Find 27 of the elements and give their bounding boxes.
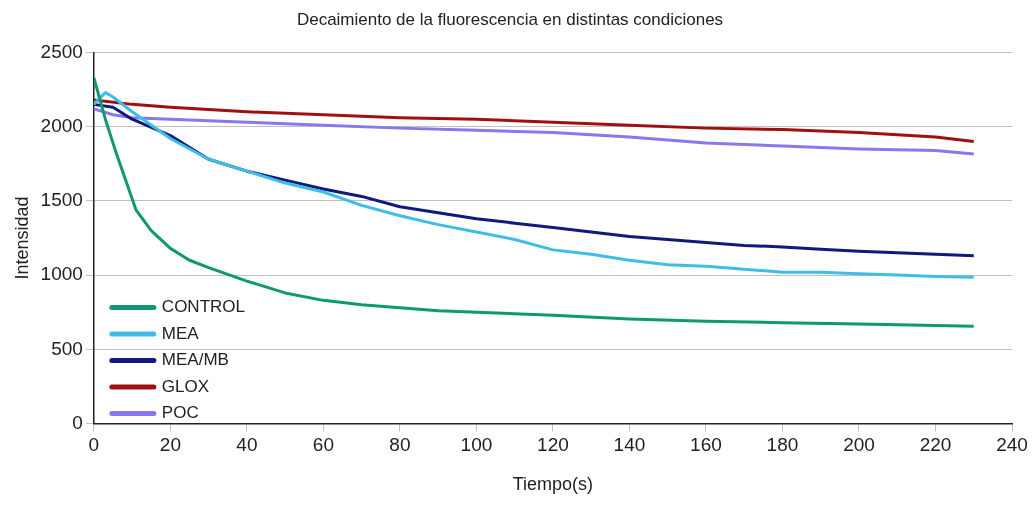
y-axis-title: Intensidad	[11, 196, 32, 280]
x-tick-label: 140	[613, 434, 646, 456]
x-tick-label: 40	[236, 434, 258, 456]
y-tick-label: 1000	[40, 263, 83, 285]
y-tick-label: 1500	[40, 189, 83, 211]
x-tick-label: 200	[843, 434, 875, 456]
y-tick-label: 0	[72, 411, 83, 433]
legend-label: CONTROL	[161, 297, 245, 317]
y-tick-label: 2000	[40, 114, 83, 136]
legend-label: MEA/MB	[161, 350, 229, 370]
legend-label: MEA	[161, 323, 200, 343]
y-tick-label: 2500	[40, 40, 83, 62]
x-tick-label: 220	[919, 434, 952, 456]
legend-label: GLOX	[161, 376, 210, 396]
x-tick-label: 120	[537, 434, 569, 456]
y-tick-label: 500	[51, 337, 83, 359]
x-tick-label: 160	[690, 434, 722, 456]
chart-title: Decaimiento de la fluorescencia en distintas condiciones	[296, 9, 724, 29]
x-tick-label: 60	[312, 434, 334, 456]
x-tick-label: 20	[159, 434, 181, 456]
legend-label: POC	[161, 403, 199, 423]
x-tick-label: 180	[766, 434, 799, 456]
x-axis-title: Tiempo(s)	[512, 474, 594, 495]
x-tick-label: 0	[88, 434, 100, 456]
x-tick-label: 80	[389, 434, 411, 456]
x-tick-label: 240	[996, 434, 1028, 456]
x-tick-label: 100	[460, 434, 493, 456]
